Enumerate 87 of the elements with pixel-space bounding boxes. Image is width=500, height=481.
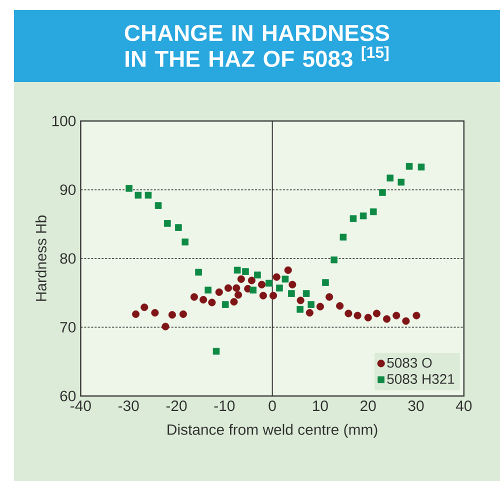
legend-label: 5083 H321 bbox=[387, 374, 454, 384]
point bbox=[379, 189, 386, 196]
point bbox=[204, 286, 212, 294]
point bbox=[336, 302, 344, 310]
point bbox=[234, 291, 242, 299]
point bbox=[398, 178, 405, 186]
point bbox=[224, 284, 232, 292]
point bbox=[370, 208, 377, 216]
point bbox=[288, 290, 295, 297]
point bbox=[296, 296, 304, 304]
point bbox=[250, 286, 257, 294]
point bbox=[392, 312, 400, 320]
x-tick-label: -10 bbox=[214, 400, 235, 412]
point bbox=[306, 309, 314, 317]
y-tick-label: 70 bbox=[60, 322, 76, 333]
point bbox=[296, 306, 304, 313]
x-tick-label: 10 bbox=[313, 400, 328, 412]
point bbox=[276, 284, 283, 292]
x-axis-title: Distance from weld centre (mm) bbox=[168, 424, 378, 438]
point bbox=[132, 310, 140, 318]
point bbox=[242, 268, 249, 275]
point bbox=[316, 302, 324, 310]
point bbox=[269, 292, 278, 300]
point bbox=[230, 298, 238, 306]
point bbox=[168, 311, 176, 319]
y-tick-label: 80 bbox=[60, 253, 76, 264]
point bbox=[232, 284, 240, 292]
point bbox=[344, 310, 352, 318]
point bbox=[266, 280, 272, 287]
point bbox=[354, 312, 362, 320]
point bbox=[258, 280, 266, 288]
y-axis-title: Hardness Hb bbox=[35, 216, 46, 301]
point bbox=[134, 192, 142, 199]
chart-title: CHANGE IN HARDNESS IN THE HAZ OF 5083 $^{[15]}$ bbox=[124, 24, 390, 68]
point bbox=[151, 309, 159, 317]
y-tick-label: 90 bbox=[60, 184, 76, 196]
x-tick-label: -30 bbox=[118, 400, 139, 412]
point bbox=[190, 293, 198, 301]
point bbox=[154, 202, 162, 209]
point bbox=[254, 272, 261, 278]
point bbox=[412, 312, 420, 320]
legend-label: 5083 O bbox=[387, 358, 432, 368]
point bbox=[288, 280, 296, 288]
point bbox=[406, 162, 413, 170]
point bbox=[402, 317, 410, 325]
point bbox=[418, 164, 425, 170]
point bbox=[284, 266, 292, 274]
point bbox=[179, 310, 187, 318]
point bbox=[272, 273, 280, 281]
point bbox=[350, 215, 357, 222]
point bbox=[140, 304, 148, 312]
point bbox=[234, 266, 241, 274]
y-tick-label: 60 bbox=[60, 390, 76, 402]
point bbox=[195, 268, 202, 276]
point bbox=[212, 348, 220, 355]
point bbox=[162, 322, 170, 330]
point bbox=[322, 279, 329, 286]
y-tick-label: 100 bbox=[52, 116, 76, 126]
point bbox=[386, 174, 394, 182]
point bbox=[372, 310, 381, 318]
point bbox=[126, 184, 132, 192]
point bbox=[259, 292, 267, 300]
point bbox=[182, 238, 189, 246]
x-tick-label: 0 bbox=[268, 400, 276, 412]
point bbox=[308, 301, 314, 308]
point bbox=[237, 275, 245, 283]
point bbox=[383, 315, 391, 323]
point bbox=[164, 220, 171, 227]
point bbox=[302, 290, 310, 297]
point bbox=[248, 276, 256, 284]
point bbox=[364, 314, 372, 322]
point bbox=[208, 298, 216, 306]
point bbox=[175, 224, 182, 231]
point bbox=[200, 296, 208, 304]
x-tick-label: 40 bbox=[456, 400, 472, 412]
x-tick-label: 20 bbox=[360, 400, 376, 412]
point bbox=[282, 276, 289, 282]
x-tick-label: -40 bbox=[70, 400, 91, 412]
point bbox=[222, 301, 229, 308]
point bbox=[144, 192, 152, 199]
point bbox=[330, 256, 338, 264]
point bbox=[340, 234, 347, 241]
point bbox=[326, 293, 334, 301]
x-tick-label: 30 bbox=[408, 400, 424, 412]
x-tick-label: -20 bbox=[166, 400, 187, 412]
point bbox=[215, 288, 223, 296]
point bbox=[360, 212, 367, 220]
